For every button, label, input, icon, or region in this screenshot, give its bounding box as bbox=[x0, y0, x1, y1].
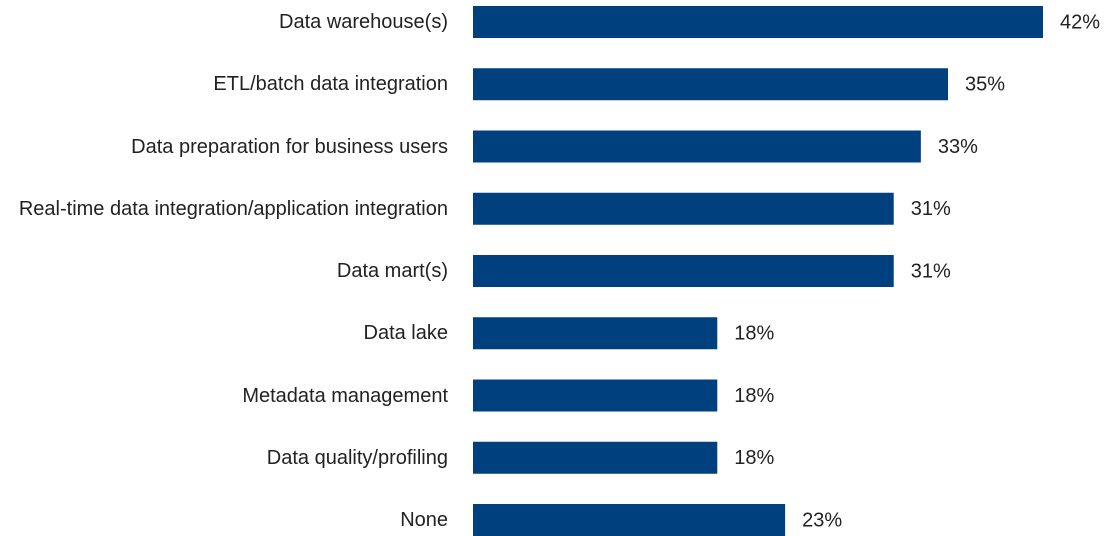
value-label: 23% bbox=[802, 509, 842, 531]
bar bbox=[473, 68, 948, 101]
bar bbox=[473, 6, 1043, 38]
category-label: Data warehouse(s) bbox=[279, 11, 448, 33]
bar bbox=[473, 255, 894, 287]
value-label: 31% bbox=[911, 198, 951, 220]
bar bbox=[473, 130, 921, 163]
category-label: Metadata management bbox=[242, 384, 448, 407]
value-label: 33% bbox=[938, 136, 978, 158]
bar bbox=[473, 379, 718, 412]
value-label: 35% bbox=[965, 74, 1005, 96]
value-label: 42% bbox=[1060, 11, 1100, 33]
bar bbox=[473, 192, 894, 225]
value-label: 31% bbox=[911, 260, 951, 282]
bar bbox=[473, 504, 786, 536]
category-label: Real-time data integration/application i… bbox=[18, 197, 448, 220]
bar bbox=[473, 441, 718, 474]
value-label: 18% bbox=[734, 385, 774, 407]
value-label: 18% bbox=[734, 323, 774, 345]
category-label: Data quality/profiling bbox=[266, 446, 448, 469]
category-label: Data mart(s) bbox=[336, 260, 448, 282]
bar bbox=[473, 317, 718, 350]
category-label: Data lake bbox=[363, 322, 449, 345]
category-label: Data preparation for business users bbox=[131, 135, 448, 158]
value-label: 18% bbox=[734, 447, 774, 469]
category-label: None bbox=[400, 509, 448, 531]
category-label: ETL/batch data integration bbox=[213, 73, 448, 96]
